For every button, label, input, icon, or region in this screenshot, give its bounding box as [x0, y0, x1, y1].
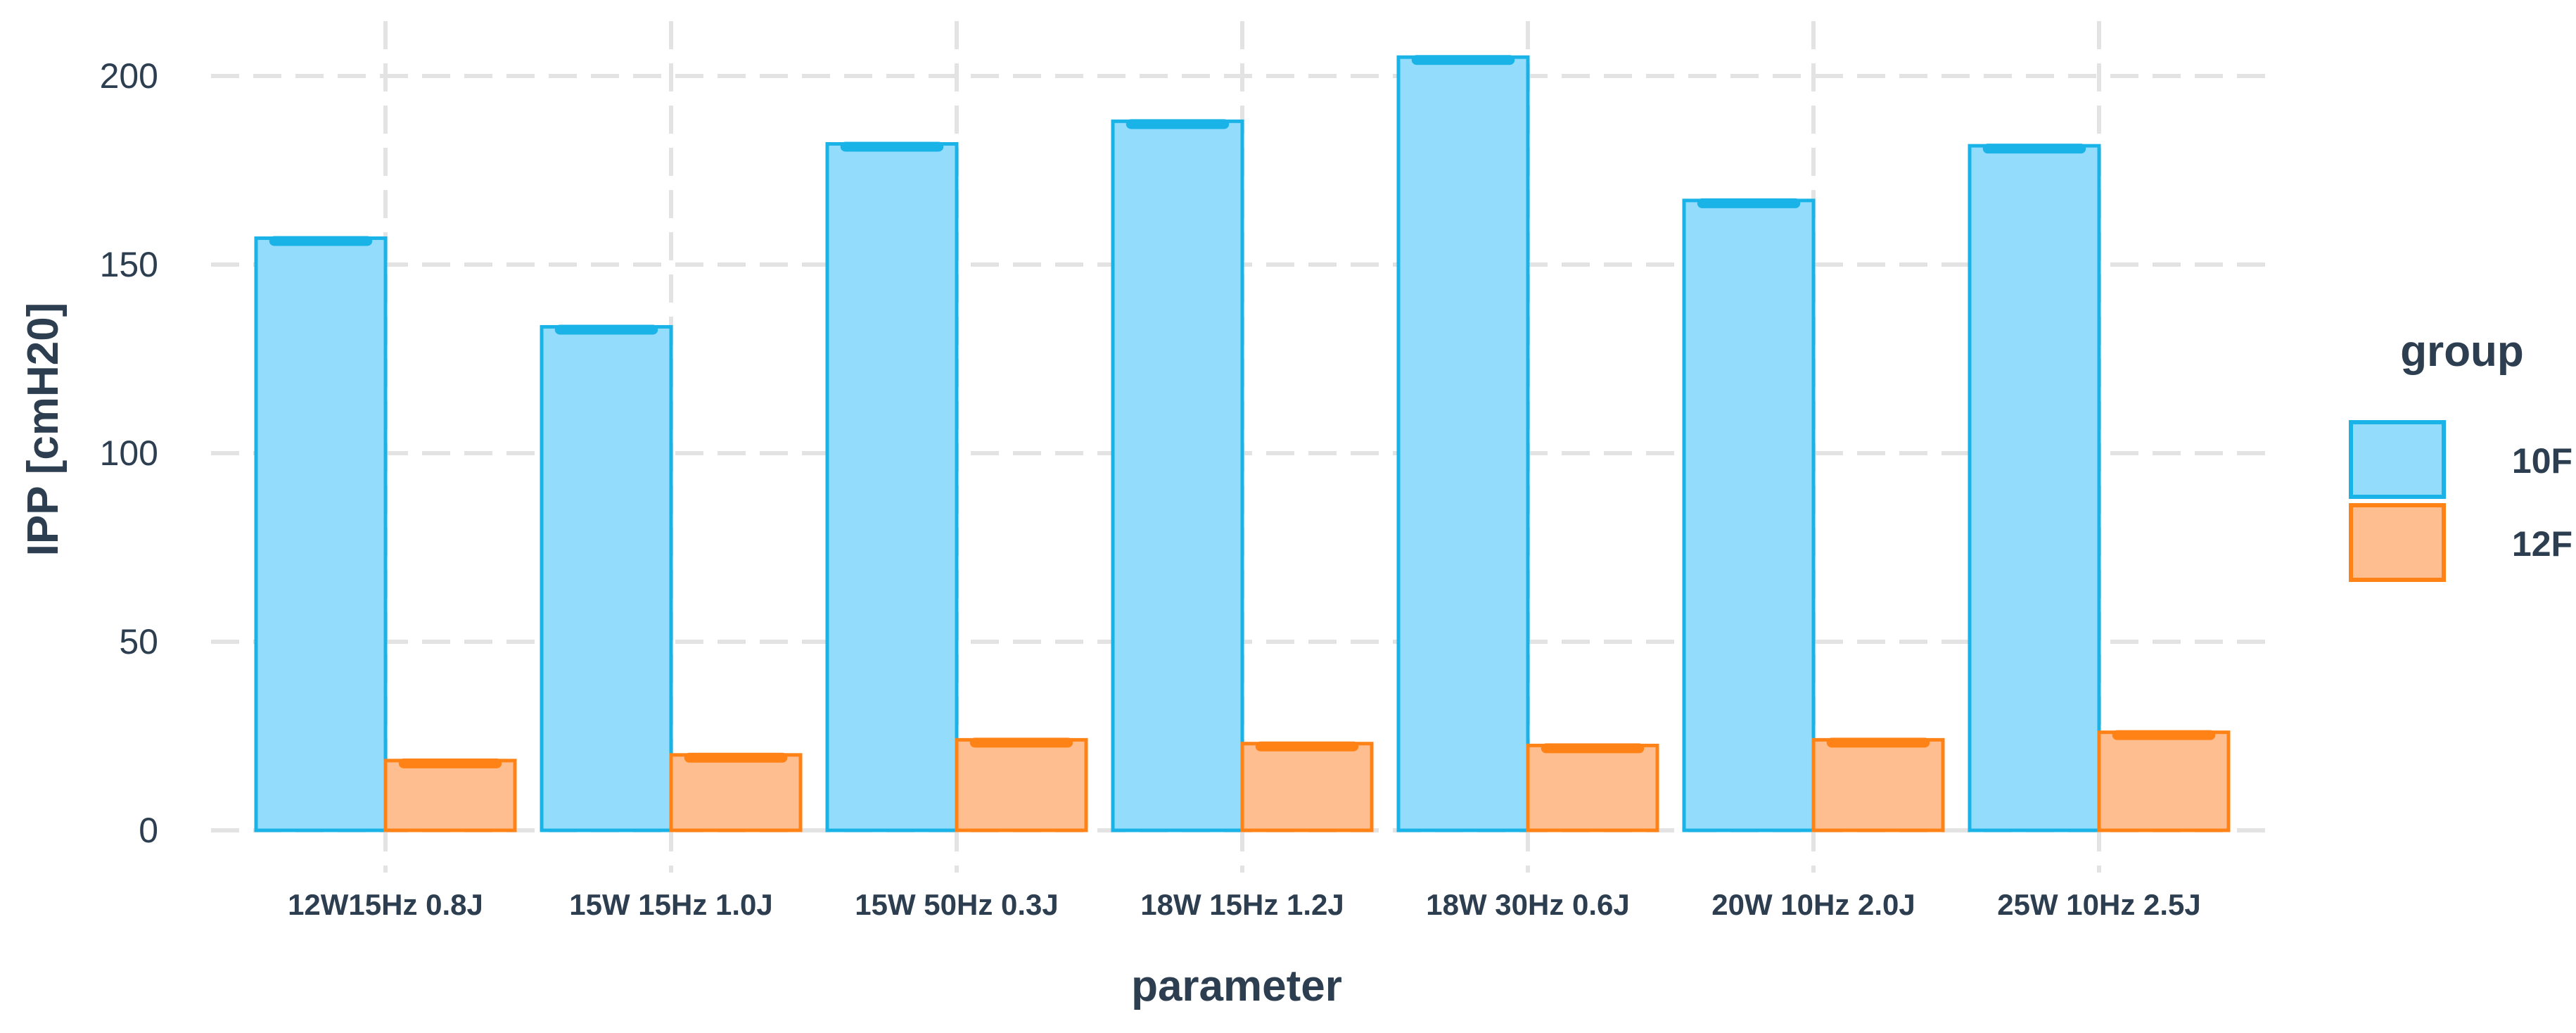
legend-title: group — [2400, 327, 2524, 376]
x-tick-label: 15W 50Hz 0.3J — [855, 888, 1059, 921]
bar-12F-2 — [669, 753, 803, 832]
x-tick-label: 12W15Hz 0.8J — [288, 888, 483, 921]
bar-12F-4 — [1240, 742, 1374, 832]
y-tick-label: 150 — [100, 245, 158, 284]
y-axis-ticks: 0 50 100 150 200 — [100, 56, 158, 850]
bar-12F-3 — [955, 737, 1088, 832]
legend-key-10F — [2349, 420, 2446, 499]
bar-10F-4 — [1111, 119, 1244, 832]
bar-10F-3 — [825, 141, 959, 832]
y-tick-label: 50 — [119, 622, 158, 661]
bar-12F-6 — [1811, 737, 1945, 832]
bars — [254, 55, 2231, 832]
legend: group 10F 12F — [2349, 327, 2572, 582]
y-tick-label: 0 — [139, 811, 158, 850]
x-tick-label: 15W 15Hz 1.0J — [569, 888, 773, 921]
bar-10F-6 — [1682, 198, 1816, 832]
legend-key-12F — [2349, 503, 2446, 582]
legend-label-10F: 10F — [2512, 441, 2572, 481]
y-axis-title: IPP [cmH20] — [19, 303, 68, 557]
x-tick-label: 18W 30Hz 0.6J — [1426, 888, 1630, 921]
bar-10F-1 — [254, 236, 388, 832]
bar-10F-7 — [1968, 144, 2101, 832]
x-tick-label: 18W 15Hz 1.2J — [1140, 888, 1344, 921]
bar-10F-2 — [540, 324, 673, 832]
bar-10F-5 — [1396, 55, 1530, 832]
bar-12F-5 — [1526, 743, 1659, 832]
x-tick-label: 25W 10Hz 2.5J — [1997, 888, 2201, 921]
x-axis-ticks: 12W15Hz 0.8J 15W 15Hz 1.0J 15W 50Hz 0.3J 18… — [288, 888, 2201, 921]
y-tick-label: 100 — [100, 433, 158, 473]
bar-12F-1 — [383, 759, 517, 832]
x-tick-label: 20W 10Hz 2.0J — [1711, 888, 1915, 921]
bar-12F-7 — [2097, 730, 2231, 832]
y-tick-label: 200 — [100, 56, 158, 96]
x-axis-title: parameter — [1131, 962, 1342, 1010]
legend-label-12F: 12F — [2512, 524, 2572, 564]
